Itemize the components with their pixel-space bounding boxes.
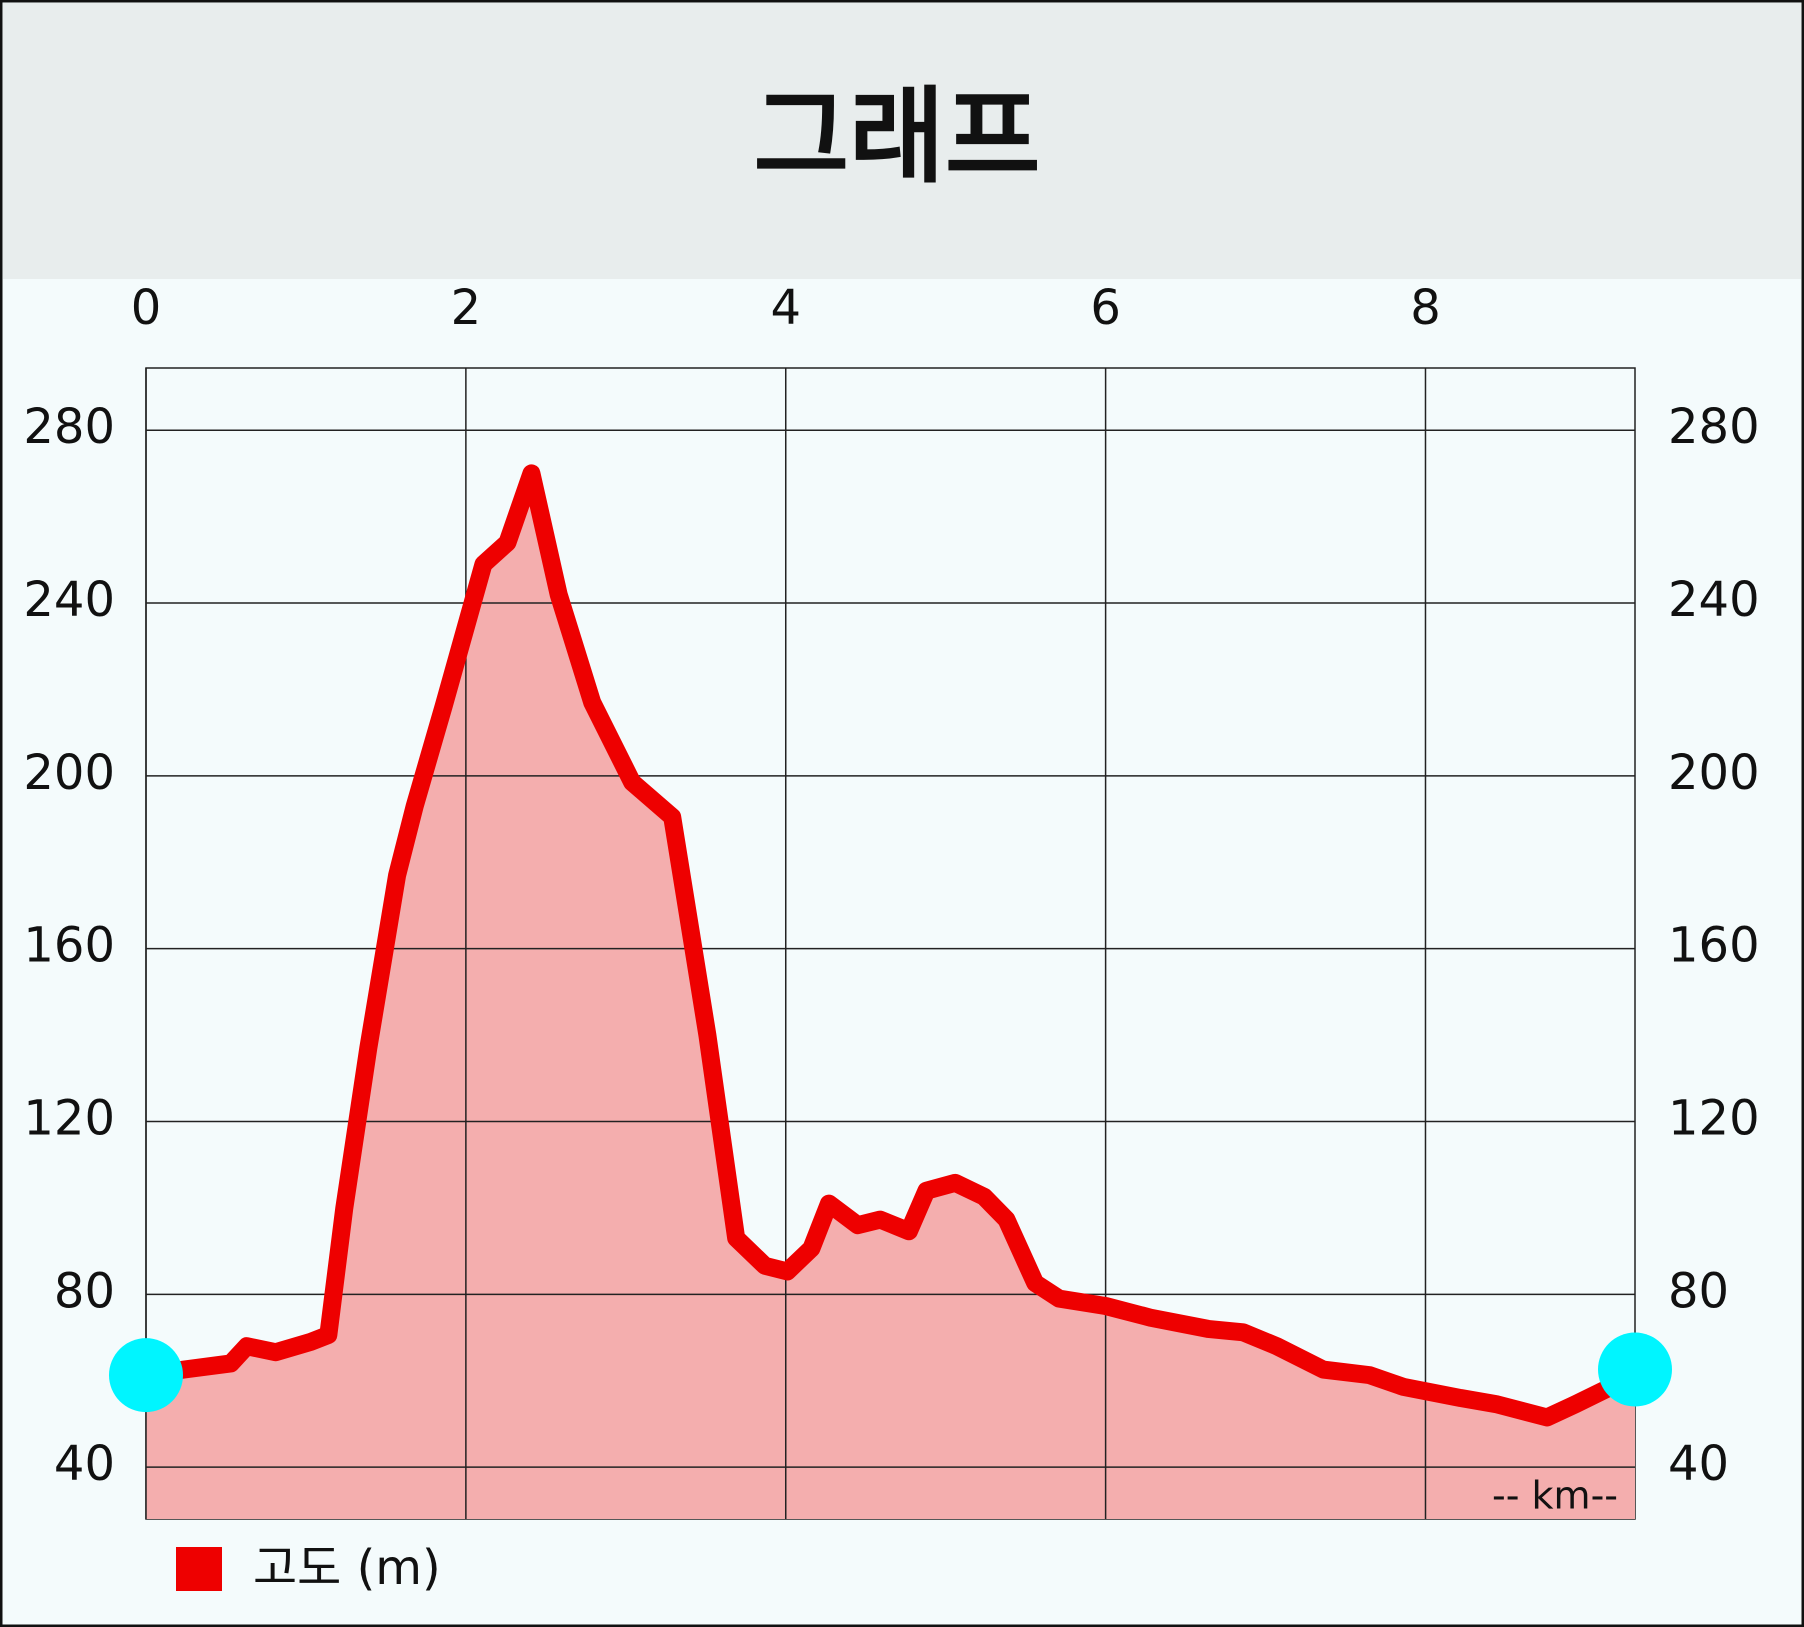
y2-tick-label: 240 (1668, 572, 1760, 628)
header (3, 3, 1801, 279)
x-axis-label: -- km-- (1492, 1474, 1618, 1518)
chart-title: 그래프 (753, 75, 1040, 197)
y2-tick-label: 120 (1668, 1091, 1760, 1147)
x-tick-label: 8 (1410, 280, 1441, 336)
line (137, 464, 1644, 1427)
x-tick-label: 6 (1090, 280, 1121, 336)
legend-label: 고도 (m) (253, 1540, 441, 1596)
y-tick-label: 120 (23, 1091, 115, 1147)
x-tick-label: 2 (451, 280, 482, 336)
y2-tick-label: 200 (1668, 745, 1760, 801)
y-tick-label: 160 (23, 918, 115, 974)
y2-tick-label: 40 (1668, 1436, 1729, 1492)
endpoint-marker (1598, 1332, 1672, 1407)
y-tick-label: 200 (23, 745, 115, 801)
x-tick-label: 0 (131, 280, 162, 336)
legend-swatch (176, 1547, 222, 1591)
y-tick-label: 40 (54, 1436, 115, 1492)
y2-tick-label: 280 (1668, 399, 1760, 455)
y-tick-label: 80 (54, 1263, 115, 1319)
y2-tick-label: 160 (1668, 918, 1760, 974)
y-tick-label: 240 (23, 572, 115, 628)
endpoint-marker (109, 1338, 183, 1413)
y2-tick-label: 80 (1668, 1263, 1729, 1319)
y-tick-label: 280 (23, 399, 115, 455)
x-tick-label: 4 (770, 280, 801, 336)
area-fill (146, 473, 1635, 1520)
